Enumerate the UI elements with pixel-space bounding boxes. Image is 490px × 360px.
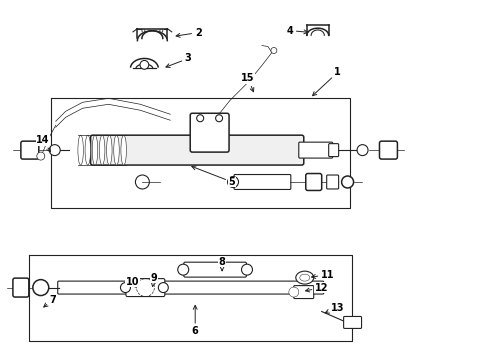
- Circle shape: [160, 29, 163, 32]
- Circle shape: [142, 29, 145, 32]
- Text: 6: 6: [192, 305, 198, 336]
- FancyBboxPatch shape: [91, 135, 304, 165]
- Ellipse shape: [121, 135, 126, 165]
- FancyBboxPatch shape: [299, 142, 333, 158]
- FancyBboxPatch shape: [294, 285, 314, 298]
- Circle shape: [158, 283, 168, 293]
- Circle shape: [227, 176, 239, 188]
- Text: 9: 9: [151, 273, 158, 287]
- Circle shape: [121, 283, 130, 293]
- Circle shape: [49, 145, 60, 156]
- Text: 2: 2: [176, 28, 201, 37]
- Text: 1: 1: [313, 67, 341, 96]
- Text: 12: 12: [306, 283, 328, 293]
- Ellipse shape: [85, 135, 91, 165]
- Circle shape: [216, 115, 222, 122]
- FancyBboxPatch shape: [184, 262, 246, 277]
- Circle shape: [342, 176, 354, 188]
- FancyBboxPatch shape: [379, 141, 397, 159]
- FancyBboxPatch shape: [234, 175, 291, 189]
- Ellipse shape: [107, 135, 112, 165]
- Circle shape: [196, 115, 204, 122]
- Circle shape: [357, 145, 368, 156]
- Circle shape: [33, 280, 49, 296]
- FancyBboxPatch shape: [306, 174, 322, 190]
- Circle shape: [271, 48, 277, 54]
- Text: 10: 10: [126, 276, 139, 287]
- Text: 7: 7: [44, 294, 56, 307]
- Ellipse shape: [300, 274, 310, 281]
- FancyBboxPatch shape: [190, 113, 229, 152]
- Circle shape: [37, 152, 45, 160]
- FancyBboxPatch shape: [21, 141, 39, 159]
- FancyBboxPatch shape: [13, 278, 29, 297]
- Ellipse shape: [92, 135, 98, 165]
- Circle shape: [135, 175, 149, 189]
- Text: 3: 3: [166, 54, 192, 67]
- FancyBboxPatch shape: [327, 175, 339, 189]
- Text: 4: 4: [287, 26, 308, 36]
- Circle shape: [242, 264, 252, 275]
- FancyBboxPatch shape: [343, 316, 362, 328]
- Text: 5: 5: [192, 166, 235, 187]
- Text: 11: 11: [312, 270, 335, 280]
- Ellipse shape: [99, 135, 105, 165]
- Text: 8: 8: [219, 257, 225, 271]
- FancyBboxPatch shape: [58, 281, 324, 294]
- Text: 14: 14: [36, 135, 50, 152]
- Text: 15: 15: [241, 73, 255, 92]
- Ellipse shape: [114, 135, 119, 165]
- FancyBboxPatch shape: [329, 144, 339, 157]
- Ellipse shape: [296, 271, 314, 284]
- Circle shape: [178, 264, 189, 275]
- Circle shape: [140, 60, 149, 69]
- FancyBboxPatch shape: [126, 279, 165, 297]
- Text: 13: 13: [325, 302, 344, 313]
- Ellipse shape: [78, 135, 83, 165]
- Circle shape: [289, 287, 299, 297]
